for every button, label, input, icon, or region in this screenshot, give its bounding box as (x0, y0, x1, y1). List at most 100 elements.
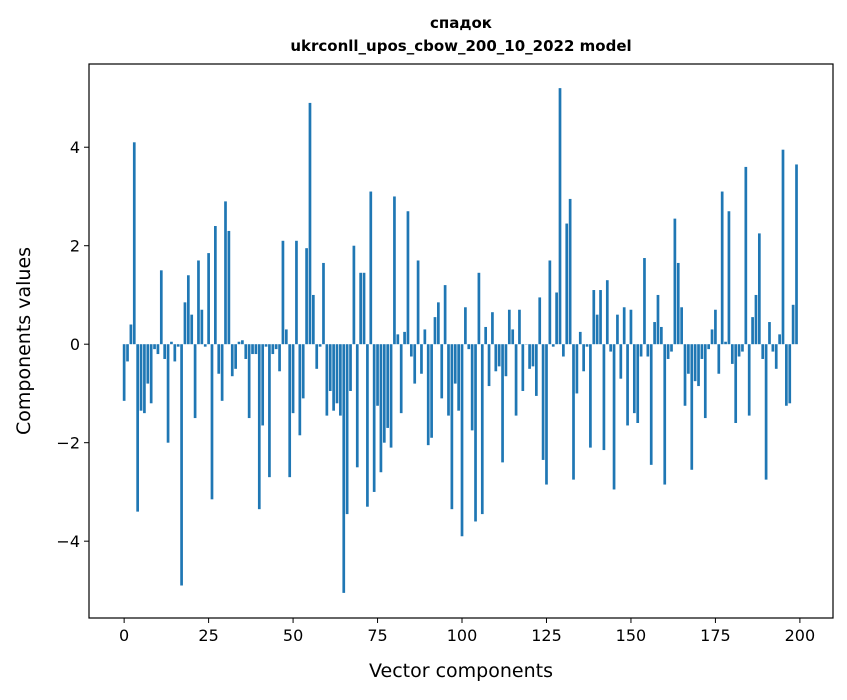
bar (275, 344, 278, 349)
bar (380, 344, 383, 472)
bar (616, 315, 619, 345)
bar (214, 226, 217, 344)
chart-title-line1: спадок (430, 14, 492, 32)
bar (663, 344, 666, 484)
bar (528, 344, 531, 369)
bar (636, 344, 639, 423)
bar (785, 344, 788, 406)
bar (180, 344, 183, 585)
bar (231, 344, 234, 376)
bar (234, 344, 237, 369)
bar (369, 192, 372, 345)
bar (734, 344, 737, 423)
bar (751, 317, 754, 344)
bar (170, 342, 173, 344)
bar (667, 344, 670, 359)
bar (701, 344, 704, 359)
bar (410, 344, 413, 356)
bar (400, 344, 403, 413)
y-axis-label: Components values (13, 247, 35, 435)
bar (569, 199, 572, 344)
bar (515, 344, 518, 415)
bar (674, 219, 677, 345)
bar (562, 344, 565, 356)
bar (285, 329, 288, 344)
bar (359, 273, 362, 344)
x-tick-label: 200 (785, 626, 816, 645)
bar (342, 344, 345, 593)
bar (376, 344, 379, 406)
bar (484, 327, 487, 344)
bar (552, 344, 555, 346)
bar (572, 344, 575, 479)
bar (772, 344, 775, 351)
bar (356, 344, 359, 467)
bar (238, 342, 241, 344)
bar (481, 344, 484, 514)
bar (386, 344, 389, 428)
bar (153, 344, 156, 349)
bar (717, 344, 720, 374)
bar (738, 344, 741, 356)
bar (339, 344, 342, 415)
bar (690, 344, 693, 470)
chart-title-line2: ukrconll_upos_cbow_200_10_2022 model (290, 37, 631, 55)
bar (491, 312, 494, 344)
bar (782, 150, 785, 345)
bar (160, 270, 163, 344)
bar (241, 340, 244, 344)
bar (427, 344, 430, 445)
bar (582, 344, 585, 371)
bar (173, 344, 176, 361)
bar (244, 344, 247, 359)
bar (309, 103, 312, 344)
bar (461, 344, 464, 536)
bar (430, 344, 433, 438)
bar (711, 329, 714, 344)
bar (187, 275, 190, 344)
bar (390, 344, 393, 447)
bar (349, 344, 352, 391)
bar (440, 344, 443, 398)
bar (535, 344, 538, 396)
bar (336, 344, 339, 403)
bar (451, 344, 454, 509)
y-tick-label: 2 (70, 237, 80, 256)
bar (322, 263, 325, 344)
y-tick-label: −2 (56, 434, 80, 453)
bar (326, 344, 329, 415)
bar (630, 310, 633, 344)
bar (197, 260, 200, 344)
bar (444, 285, 447, 344)
bar (454, 344, 457, 383)
bar (633, 344, 636, 413)
bar (758, 233, 761, 344)
bar (332, 344, 335, 410)
bar (660, 327, 663, 344)
bar (146, 344, 149, 383)
bar (657, 295, 660, 344)
bar (795, 164, 798, 344)
bar (643, 258, 646, 344)
bar (646, 344, 649, 356)
bar (697, 344, 700, 386)
x-tick-label: 150 (616, 626, 647, 645)
x-tick-label: 100 (447, 626, 478, 645)
bar (329, 344, 332, 391)
bar (768, 322, 771, 344)
bar (494, 344, 497, 371)
x-tick-label: 25 (198, 626, 218, 645)
bar (613, 344, 616, 489)
bar (606, 280, 609, 344)
bar (741, 344, 744, 351)
bar (778, 334, 781, 344)
bar (251, 344, 254, 354)
bar (420, 344, 423, 374)
bar (724, 342, 727, 344)
bar (255, 344, 258, 354)
bar (157, 344, 160, 354)
bar (599, 290, 602, 344)
bar (555, 292, 558, 344)
bar (353, 246, 356, 344)
